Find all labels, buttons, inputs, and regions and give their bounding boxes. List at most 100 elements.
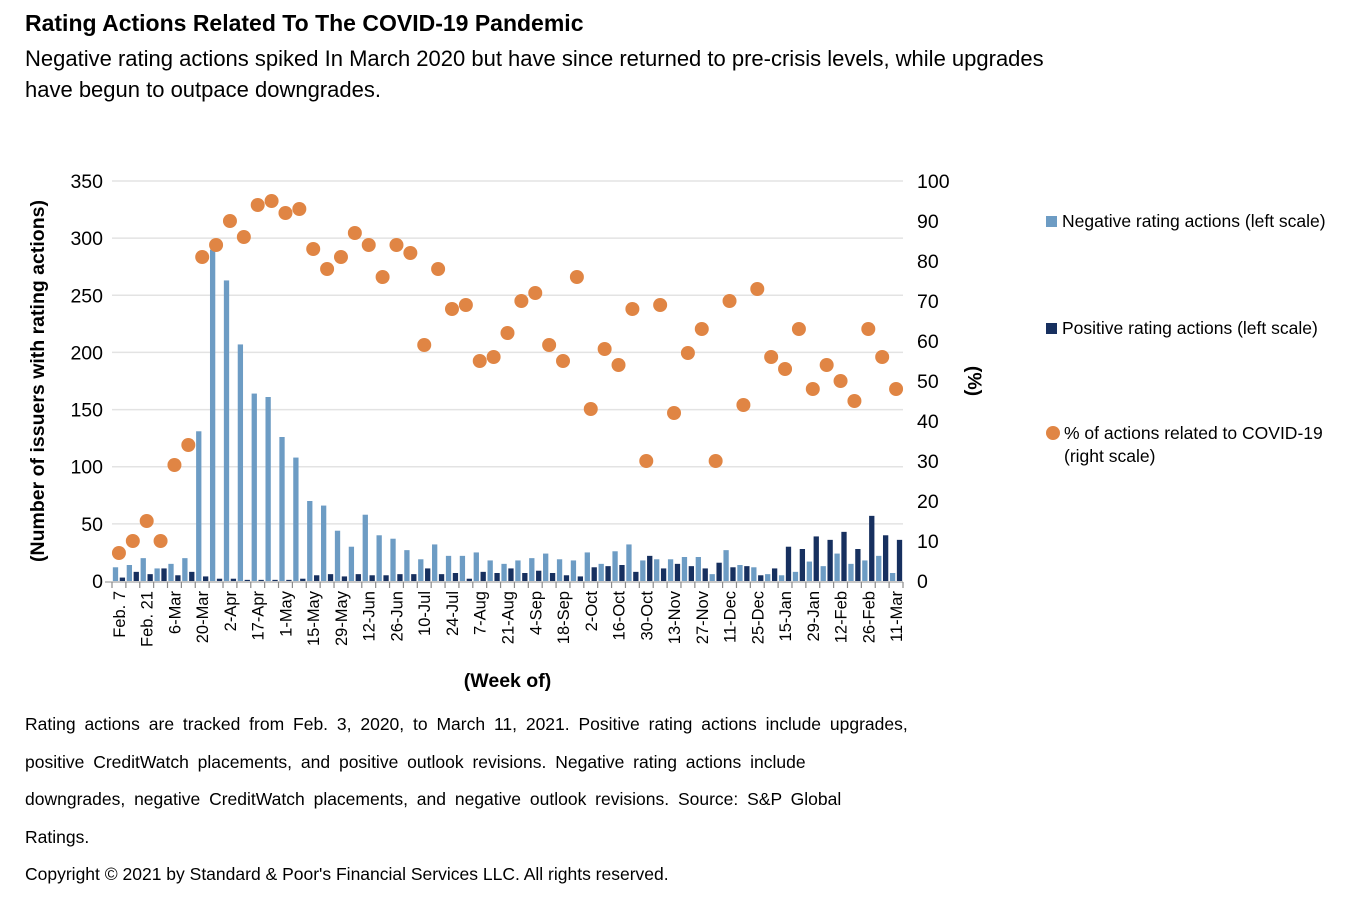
x-axis-tick-label: 26-Feb [860,591,878,643]
dot-pct [680,346,695,360]
bar-negative [889,573,896,581]
dot-pct [264,194,279,208]
bar-positive [813,536,819,581]
x-axis-tick-label: 1-May [277,590,295,637]
bar-positive [175,575,181,581]
bar-positive [286,579,292,581]
bar-positive [522,573,528,581]
right-axis-tick-label: 20 [917,491,939,513]
dot-pct [819,358,834,372]
bar-positive [480,571,486,581]
bar-positive [203,576,209,581]
bar-positive [452,573,459,581]
x-axis-tick-label: Feb. 21 [139,591,157,647]
chart-canvas: 0 50 100 150 200 250 300 350 0 10 20 30 40 50 60 70 80 90… [27,171,985,692]
x-axis-tick-label: 24-Jul [444,591,462,636]
bar-positive [133,571,139,581]
dot-pct [667,406,682,420]
x-axis-tick-label: 12-Jun [361,591,379,641]
bar-negative [487,560,493,581]
dot-pct [209,238,224,252]
bar-positive [494,573,500,581]
bar-negative [182,558,188,581]
dot-pct [514,294,529,308]
x-axis-tick-label: 20-Mar [194,590,212,643]
bar-negative [765,574,771,581]
x-axis-tick-label: 25-Dec [749,591,767,644]
bar-positive [411,574,417,581]
bar-negative [168,563,174,581]
dot-pct [250,198,265,212]
dot-pct [278,206,293,220]
bar-negative [626,544,632,581]
bar-negative [293,457,299,581]
dot-pct [708,454,723,468]
bar-negative [307,501,313,581]
footnote-line: Ratings. [25,826,90,847]
left-axis-tick-label: 50 [81,514,103,536]
dot-pct [111,546,126,560]
bar-negative [154,568,160,581]
dot-pct [569,270,584,284]
bar-positive [508,568,514,581]
x-axis-tick-label: 10-Jul [416,591,434,636]
bar-negative [570,560,577,581]
bar-positive [536,570,542,581]
bar-negative [376,535,382,581]
bar-positive [147,574,153,581]
bar-negative [265,397,271,581]
bar-positive [563,575,570,581]
bar-negative [209,249,216,582]
legend-label: % of actions related to COVID-19 (right … [1064,423,1323,466]
dot-pct [139,514,154,528]
bar-negative [445,555,452,581]
bar-negative [709,574,715,581]
bar-negative [251,393,257,581]
bar-positive [744,566,750,581]
dot-pct [833,374,848,388]
bar-negative [501,563,507,581]
x-axis-tick-label: 18-Sep [555,591,573,644]
bar-negative [515,560,521,581]
dot-pct [528,286,543,300]
dot-pct [403,246,418,260]
bar-positive [189,571,195,581]
bar-negative [196,431,202,581]
dot-pct [583,402,598,416]
x-axis-tick-label: 7-Aug [472,591,490,635]
x-axis-tick-label: 4-Sep [527,591,545,635]
dot-pct [722,294,737,308]
bar-positive [466,578,472,581]
bar-negative [112,567,119,581]
dot-pct [764,350,779,364]
bar-negative [695,557,701,581]
bar-positive [730,567,736,581]
dot-pct [320,262,335,276]
bar-positive [314,575,320,581]
dot-pct [222,214,237,228]
bar-positive [369,575,375,581]
circle-marker-icon [1046,426,1060,440]
x-axis-tick-label: 17-Apr [250,591,268,641]
bar-negative [778,575,785,581]
x-axis-tick-label: 15-May [305,590,323,646]
right-axis-tick-label: 30 [917,451,939,473]
right-axis-tick-label: 40 [917,411,939,433]
dot-pct [125,534,140,548]
dot-pct [195,250,210,264]
dot-pct [639,454,654,468]
left-axis-tick-label: 0 [92,571,103,593]
dot-pct [375,270,390,284]
x-axis-tick-label: 11-Mar [888,591,906,643]
bar-negative [418,559,424,581]
left-axis-tick-label: 200 [70,342,103,364]
x-axis-tick-label: 12-Feb [833,591,851,643]
dot-pct [347,226,362,240]
legend-label: Negative rating actions (left scale) [1062,211,1326,231]
dot-pct [805,382,820,396]
bar-negative [348,546,355,581]
x-axis-tick-label: 2-Apr [222,591,240,632]
bar-positive [619,565,625,581]
footnote-line: positive CreditWatch placements, and pos… [25,751,806,772]
bar-negative [432,544,438,581]
